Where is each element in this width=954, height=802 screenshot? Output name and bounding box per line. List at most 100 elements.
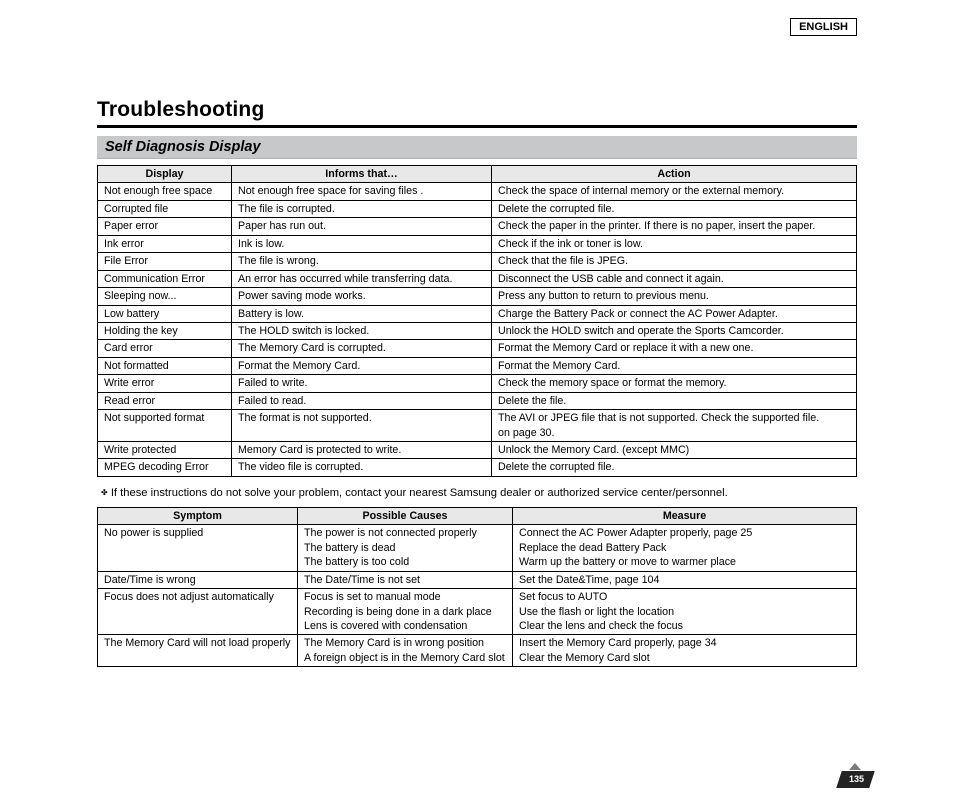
cell-action: The AVI or JPEG file that is not support… [492,410,857,442]
cell-display: Write error [98,375,232,392]
cell-informs: The format is not supported. [232,410,492,442]
table-row: Low batteryBattery is low.Charge the Bat… [98,305,857,322]
cell-informs: The Memory Card is corrupted. [232,340,492,357]
cell-informs: The file is corrupted. [232,200,492,217]
col-causes: Possible Causes [298,507,513,524]
cell-display: Sleeping now... [98,288,232,305]
cell-symptom: No power is supplied [98,525,298,571]
table-row: Write protectedMemory Card is protected … [98,442,857,459]
cell-display: Write protected [98,442,232,459]
cell-measure: Set focus to AUTOUse the flash or light … [513,589,857,635]
cell-display: Paper error [98,218,232,235]
col-display: Display [98,166,232,183]
cell-action: Format the Memory Card or replace it wit… [492,340,857,357]
page-number: 135 [849,774,864,784]
cell-display: Card error [98,340,232,357]
content-wrapper: ENGLISH Troubleshooting Self Diagnosis D… [97,18,857,667]
cell-display: Not supported format [98,410,232,442]
table-row: File ErrorThe file is wrong.Check that t… [98,253,857,270]
cell-causes: The Date/Time is not set [298,571,513,588]
cell-action: Check the memory space or format the mem… [492,375,857,392]
cell-display: Not enough free space [98,183,232,200]
col-measure: Measure [513,507,857,524]
cell-informs: Battery is low. [232,305,492,322]
manual-page: ENGLISH Troubleshooting Self Diagnosis D… [0,0,954,802]
cell-action: Charge the Battery Pack or connect the A… [492,305,857,322]
cell-display: File Error [98,253,232,270]
cell-measure: Connect the AC Power Adapter properly, p… [513,525,857,571]
table-header-row: Display Informs that… Action [98,166,857,183]
table-row: Paper errorPaper has run out.Check the p… [98,218,857,235]
table-row: Not formattedFormat the Memory Card.Form… [98,357,857,374]
section-heading: Self Diagnosis Display [97,136,857,159]
col-action: Action [492,166,857,183]
table-row: Communication ErrorAn error has occurred… [98,270,857,287]
table-row: The Memory Card will not load properlyTh… [98,635,857,667]
note-text: If these instructions do not solve your … [111,487,728,499]
cell-display: Read error [98,392,232,409]
table-row: Sleeping now...Power saving mode works.P… [98,288,857,305]
table-row: MPEG decoding ErrorThe video file is cor… [98,459,857,476]
cell-informs: Memory Card is protected to write. [232,442,492,459]
table-row: Corrupted fileThe file is corrupted.Dele… [98,200,857,217]
cell-display: Low battery [98,305,232,322]
note-line: ✤ If these instructions do not solve you… [101,487,857,499]
page-arrow-icon [849,763,861,770]
col-symptom: Symptom [98,507,298,524]
language-badge: ENGLISH [790,18,857,36]
cell-informs: An error has occurred while transferring… [232,270,492,287]
table-row: Date/Time is wrongThe Date/Time is not s… [98,571,857,588]
cell-display: Holding the key [98,322,232,339]
table-header-row: Symptom Possible Causes Measure [98,507,857,524]
cell-measure: Set the Date&Time, page 104 [513,571,857,588]
diagnosis-table: Display Informs that… Action Not enough … [97,165,857,477]
cell-action: Format the Memory Card. [492,357,857,374]
cell-informs: Paper has run out. [232,218,492,235]
table-row: Focus does not adjust automaticallyFocus… [98,589,857,635]
cell-symptom: Date/Time is wrong [98,571,298,588]
cell-informs: The HOLD switch is locked. [232,322,492,339]
cell-action: Check if the ink or toner is low. [492,235,857,252]
cell-informs: Not enough free space for saving files . [232,183,492,200]
cell-action: Disconnect the USB cable and connect it … [492,270,857,287]
table-row: No power is suppliedThe power is not con… [98,525,857,571]
cell-causes: Focus is set to manual modeRecording is … [298,589,513,635]
cell-informs: Ink is low. [232,235,492,252]
cell-display: Not formatted [98,357,232,374]
cell-informs: Format the Memory Card. [232,357,492,374]
cell-action: Unlock the Memory Card. (except MMC) [492,442,857,459]
cell-action: Delete the corrupted file. [492,459,857,476]
cell-action: Delete the corrupted file. [492,200,857,217]
cell-action: Check the space of internal memory or th… [492,183,857,200]
cell-symptom: The Memory Card will not load properly [98,635,298,667]
cell-measure: Insert the Memory Card properly, page 34… [513,635,857,667]
table-row: Write errorFailed to write.Check the mem… [98,375,857,392]
cell-symptom: Focus does not adjust automatically [98,589,298,635]
cell-action: Check the paper in the printer. If there… [492,218,857,235]
cell-action: Unlock the HOLD switch and operate the S… [492,322,857,339]
cell-display: MPEG decoding Error [98,459,232,476]
col-informs: Informs that… [232,166,492,183]
cell-informs: The video file is corrupted. [232,459,492,476]
table-row: Not enough free spaceNot enough free spa… [98,183,857,200]
table-row: Ink errorInk is low.Check if the ink or … [98,235,857,252]
cell-action: Press any button to return to previous m… [492,288,857,305]
table-row: Read errorFailed to read.Delete the file… [98,392,857,409]
symptom-table: Symptom Possible Causes Measure No power… [97,507,857,667]
page-title: Troubleshooting [97,98,857,122]
table-row: Not supported formatThe format is not su… [98,410,857,442]
cell-informs: Failed to read. [232,392,492,409]
table-row: Holding the keyThe HOLD switch is locked… [98,322,857,339]
title-rule [97,125,857,128]
cell-action: Check that the file is JPEG. [492,253,857,270]
cell-causes: The Memory Card is in wrong positionA fo… [298,635,513,667]
cell-display: Corrupted file [98,200,232,217]
bullet-icon: ✤ [101,488,108,497]
cell-display: Ink error [98,235,232,252]
cell-informs: Failed to write. [232,375,492,392]
cell-informs: The file is wrong. [232,253,492,270]
cell-display: Communication Error [98,270,232,287]
cell-action: Delete the file. [492,392,857,409]
table-row: Card errorThe Memory Card is corrupted.F… [98,340,857,357]
cell-informs: Power saving mode works. [232,288,492,305]
